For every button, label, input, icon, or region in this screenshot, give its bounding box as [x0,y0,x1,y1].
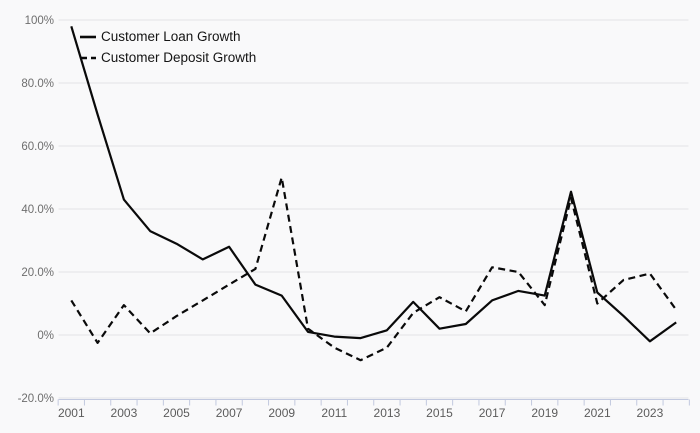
y-axis-tick-label: 0% [37,330,54,342]
y-axis-tick-label: 80.0% [21,78,54,90]
x-axis-tick-label: 2005 [163,406,190,420]
solid-line-icon [80,35,96,38]
x-axis-tick-label: 2001 [58,406,85,420]
y-axis-tick-label: 20.0% [21,267,54,279]
chart-legend: Customer Loan Growth Customer Deposit Gr… [80,26,256,68]
deposit-growth-line [70,176,678,362]
y-axis-tick-label: 40.0% [21,204,54,216]
x-axis-tick-label: 2019 [531,406,558,420]
y-axis-tick-label: 60.0% [21,141,54,153]
legend-item-loan-growth: Customer Loan Growth [80,26,256,47]
x-axis-tick-label: 2003 [111,406,138,420]
x-axis-tick-label: 2011 [321,406,347,420]
x-axis-tick-label: 2017 [479,406,506,420]
x-axis-tick-label: 2021 [584,406,611,420]
y-axis-tick-label: -20.0% [18,393,54,405]
loan-growth-line [70,25,677,343]
legend-item-deposit-growth: Customer Deposit Growth [80,47,256,68]
x-axis-tick-label: 2013 [374,406,401,420]
y-axis-tick-label: 100% [25,15,54,27]
x-axis-tick-label: 2015 [426,406,453,420]
x-axis-tick-label: 2007 [216,406,243,420]
legend-label-loan-growth: Customer Loan Growth [101,29,241,44]
legend-label-deposit-growth: Customer Deposit Growth [101,50,257,65]
x-axis-tick-label: 2009 [268,406,295,420]
x-axis-tick-label: 2023 [637,406,664,420]
dashed-line-icon [80,56,96,59]
